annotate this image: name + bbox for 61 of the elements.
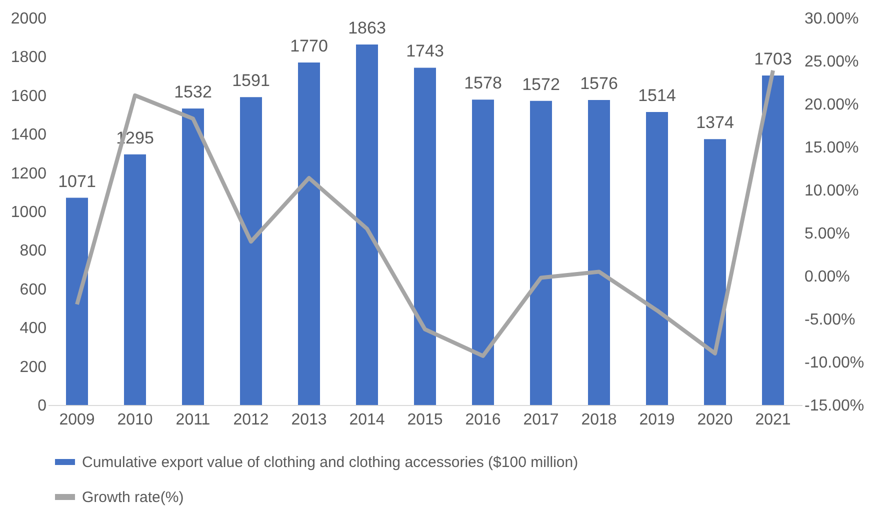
data-label: 1514 <box>638 86 676 106</box>
y-tick-label: 1400 <box>10 126 47 144</box>
y-tick-label: 400 <box>20 320 47 338</box>
data-label: 1576 <box>580 74 618 94</box>
y-tick-label: 200 <box>20 358 47 376</box>
data-label: 1374 <box>696 113 734 132</box>
data-label: 1532 <box>174 82 212 102</box>
x-tick-label: 2018 <box>581 412 617 428</box>
y-tick-label: 800 <box>20 242 47 260</box>
y2-tick-label: 5.00% <box>804 226 850 242</box>
bar <box>298 62 320 405</box>
x-tick-label: 2014 <box>349 412 385 428</box>
bar <box>356 44 378 405</box>
y2-tick-label: -5.00% <box>804 312 856 328</box>
x-tick-label: 2019 <box>639 412 675 428</box>
y2-tick-label: -10.00% <box>804 354 864 372</box>
bar <box>646 112 668 405</box>
x-tick-label: 2021 <box>755 412 791 428</box>
x-tick-label: 2020 <box>697 412 733 428</box>
data-label: 1071 <box>58 172 96 191</box>
x-tick-label: 2010 <box>117 412 153 428</box>
data-label: 1578 <box>464 74 502 93</box>
data-label: 1770 <box>290 36 328 56</box>
x-tick-label: 2013 <box>291 412 327 428</box>
y2-tick-label: 25.00% <box>804 54 859 70</box>
data-label: 1572 <box>522 74 560 94</box>
x-tick-label: 2012 <box>233 412 269 428</box>
y-tick-label: 1000 <box>10 204 47 221</box>
data-label: 1703 <box>754 49 792 68</box>
data-label: 1743 <box>406 42 444 61</box>
y-tick-label: 2000 <box>10 10 47 28</box>
y-tick-label: 1800 <box>10 49 47 66</box>
legend-label: Cumulative export value of clothing and clothing accessories ($100 million) <box>82 454 578 471</box>
x-tick-label: 2015 <box>407 412 443 428</box>
bar <box>182 108 204 405</box>
bar <box>414 68 436 405</box>
data-label: 1863 <box>348 18 386 38</box>
y-tick-label: 600 <box>20 281 47 298</box>
bar <box>704 139 726 405</box>
y2-tick-label: 10.00% <box>804 182 859 200</box>
bar <box>66 198 88 405</box>
bar <box>472 100 494 405</box>
data-label: 1591 <box>232 71 270 90</box>
legend-label: Growth rate(%) <box>82 489 184 506</box>
x-tick-label: 2011 <box>176 412 210 428</box>
bar <box>762 75 784 405</box>
bar <box>530 100 552 405</box>
bar <box>588 100 610 405</box>
y2-tick-label: 15.00% <box>804 140 859 156</box>
y-tick-label: 0 <box>38 398 47 414</box>
bar <box>124 154 146 405</box>
x-tick-label: 2009 <box>59 412 95 428</box>
y-tick-label: 1200 <box>10 165 47 182</box>
bar <box>240 97 262 405</box>
y-tick-label: 1600 <box>10 88 47 105</box>
x-tick-label: 2016 <box>465 412 501 428</box>
x-tick-label: 2017 <box>523 412 559 428</box>
y2-tick-label: 0.00% <box>804 268 850 286</box>
y2-tick-label: -15.00% <box>804 398 864 414</box>
y2-tick-label: 20.00% <box>804 96 859 114</box>
y2-tick-label: 30.00% <box>804 10 859 28</box>
